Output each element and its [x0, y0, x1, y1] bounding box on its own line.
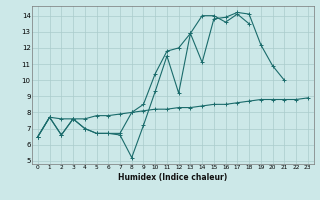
X-axis label: Humidex (Indice chaleur): Humidex (Indice chaleur): [118, 173, 228, 182]
